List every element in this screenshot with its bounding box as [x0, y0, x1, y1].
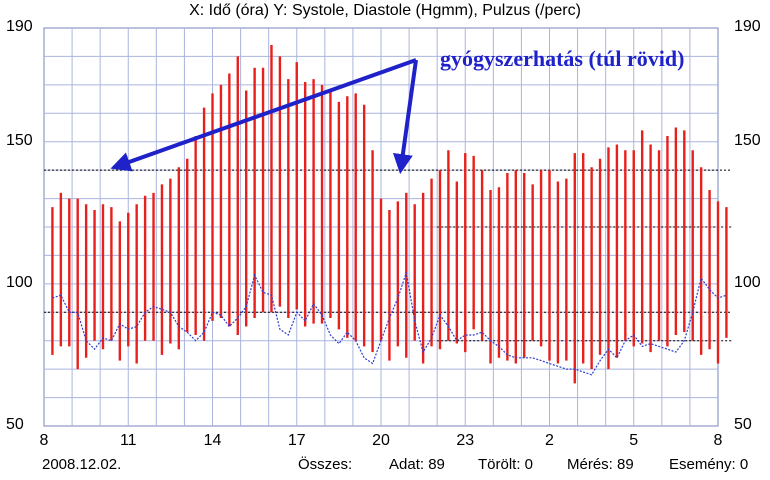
x-tick-label: 2 [545, 432, 554, 449]
y-tick-label-right: 190 [734, 18, 761, 35]
x-tick-label: 17 [287, 432, 306, 449]
y-tick-label-left: 100 [6, 273, 33, 291]
y-tick-label-left: 50 [6, 416, 24, 433]
status-measurement-count: Mérés: 89 [567, 456, 634, 473]
x-tick-label: 5 [629, 432, 639, 449]
status-deleted-count: Törölt: 0 [478, 456, 534, 473]
x-tick-label: 23 [456, 432, 475, 449]
y-tick-label-right: 100 [734, 273, 761, 291]
pulse-line [52, 272, 727, 376]
y-tick-label-right: 150 [734, 131, 761, 149]
status-event-count: Esemény: 0 [669, 456, 749, 473]
y-tick-label-left: 190 [6, 18, 33, 35]
status-total-label: Összes: [298, 456, 353, 473]
y-tick-label-left: 150 [6, 131, 33, 149]
x-tick-label: 8 [39, 432, 49, 449]
annotation-arrow [392, 59, 418, 175]
x-tick-label: 20 [372, 432, 390, 449]
x-tick-label: 8 [713, 432, 723, 449]
status-date: 2008.12.02. [42, 456, 122, 473]
y-tick-label-right: 50 [734, 416, 752, 433]
annotation-label: gyógyszerhatás (túl rövid) [440, 46, 685, 71]
chart-title: X: Idő (óra) Y: Systole, Diastole (Hgmm)… [189, 2, 581, 19]
annotation-arrow [110, 58, 417, 172]
x-tick-label: 11 [119, 432, 137, 449]
status-data-count: Adat: 89 [389, 456, 445, 473]
x-tick-label: 14 [203, 432, 222, 449]
